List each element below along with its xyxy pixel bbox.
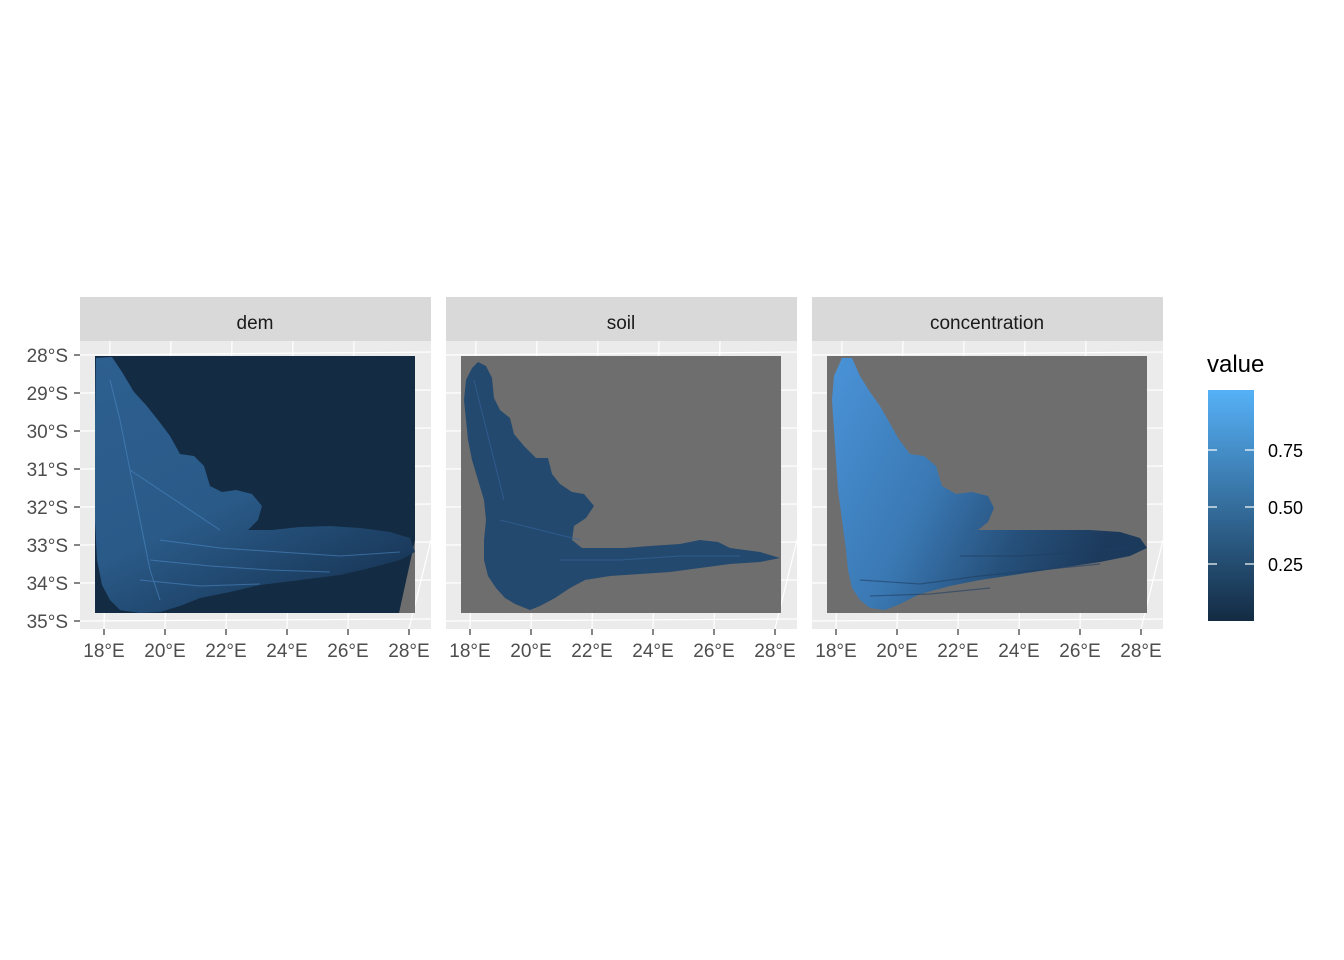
facet-soil: soil 18°E 20°E 22°E 24°E bbox=[445, 297, 798, 662]
lat-tick-label: 29°S bbox=[27, 384, 68, 405]
na-corner bbox=[399, 540, 415, 613]
lon-tick-label: 26°E bbox=[327, 641, 368, 662]
lon-tick-label: 18°E bbox=[449, 641, 490, 662]
lon-tick-label: 28°E bbox=[388, 641, 429, 662]
lon-tick-label: 26°E bbox=[693, 641, 734, 662]
raster-region-shape bbox=[464, 362, 780, 610]
facet-strip bbox=[812, 297, 1163, 341]
x-axis: 18°E 20°E 22°E 24°E 26°E 28°E bbox=[83, 629, 430, 662]
colorbar bbox=[1208, 390, 1254, 621]
legend-tick-label: 0.50 bbox=[1268, 498, 1303, 518]
raster-region-shape bbox=[832, 358, 1147, 610]
facet-concentration: concentration 18°E 20°E 22°E bbox=[811, 297, 1164, 662]
facet-strip bbox=[446, 297, 797, 341]
colorbar-legend: value 0.25 0.50 0.75 bbox=[1207, 351, 1303, 621]
raster-texture bbox=[109, 379, 401, 601]
lon-tick-label: 28°E bbox=[1120, 641, 1161, 662]
lon-tick-label: 20°E bbox=[144, 641, 185, 662]
lat-tick-label: 33°S bbox=[27, 536, 68, 557]
lon-tick-label: 28°E bbox=[754, 641, 795, 662]
raster-texture bbox=[473, 379, 740, 561]
lon-tick-label: 24°E bbox=[632, 641, 673, 662]
lon-tick-label: 22°E bbox=[937, 641, 978, 662]
lon-tick-label: 18°E bbox=[815, 641, 856, 662]
lon-tick-label: 24°E bbox=[266, 641, 307, 662]
facet-strip bbox=[80, 297, 431, 341]
lat-tick-label: 31°S bbox=[27, 460, 68, 481]
lon-tick-label: 20°E bbox=[510, 641, 551, 662]
raster-region-shape bbox=[95, 357, 415, 613]
legend-title: value bbox=[1207, 351, 1264, 378]
raster-texture bbox=[859, 547, 1131, 597]
lon-tick-label: 22°E bbox=[571, 641, 612, 662]
lat-tick-label: 34°S bbox=[27, 574, 68, 595]
legend-tick-label: 0.75 bbox=[1268, 441, 1303, 461]
lon-tick-label: 24°E bbox=[998, 641, 1039, 662]
lon-tick-label: 22°E bbox=[205, 641, 246, 662]
y-axis: 28°S 29°S 30°S 31°S 32°S 33°S 34°S 35°S bbox=[27, 346, 80, 633]
x-axis: 18°E 20°E 22°E 24°E 26°E 28°E bbox=[815, 629, 1162, 662]
x-axis: 18°E 20°E 22°E 24°E 26°E 28°E bbox=[449, 629, 796, 662]
lon-tick-label: 18°E bbox=[83, 641, 124, 662]
lon-tick-label: 20°E bbox=[876, 641, 917, 662]
lat-tick-label: 28°S bbox=[27, 346, 68, 367]
lat-tick-label: 35°S bbox=[27, 612, 68, 633]
facet-dem: dem 28°S bbox=[27, 297, 432, 662]
lat-tick-label: 32°S bbox=[27, 498, 68, 519]
legend-tick-label: 0.25 bbox=[1268, 555, 1303, 575]
facet-title: dem bbox=[237, 313, 274, 334]
facet-title: concentration bbox=[930, 313, 1044, 334]
lon-tick-label: 26°E bbox=[1059, 641, 1100, 662]
lat-tick-label: 30°S bbox=[27, 422, 68, 443]
facet-title: soil bbox=[607, 313, 636, 334]
